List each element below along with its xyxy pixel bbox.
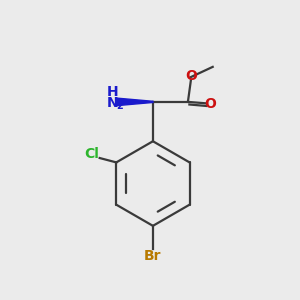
Text: Cl: Cl — [85, 147, 100, 161]
Text: O: O — [204, 98, 216, 112]
Text: N: N — [106, 96, 118, 110]
Text: 2: 2 — [117, 101, 123, 111]
Text: Br: Br — [144, 250, 162, 263]
Text: H: H — [106, 85, 118, 99]
Text: O: O — [185, 69, 197, 82]
Polygon shape — [116, 98, 153, 106]
